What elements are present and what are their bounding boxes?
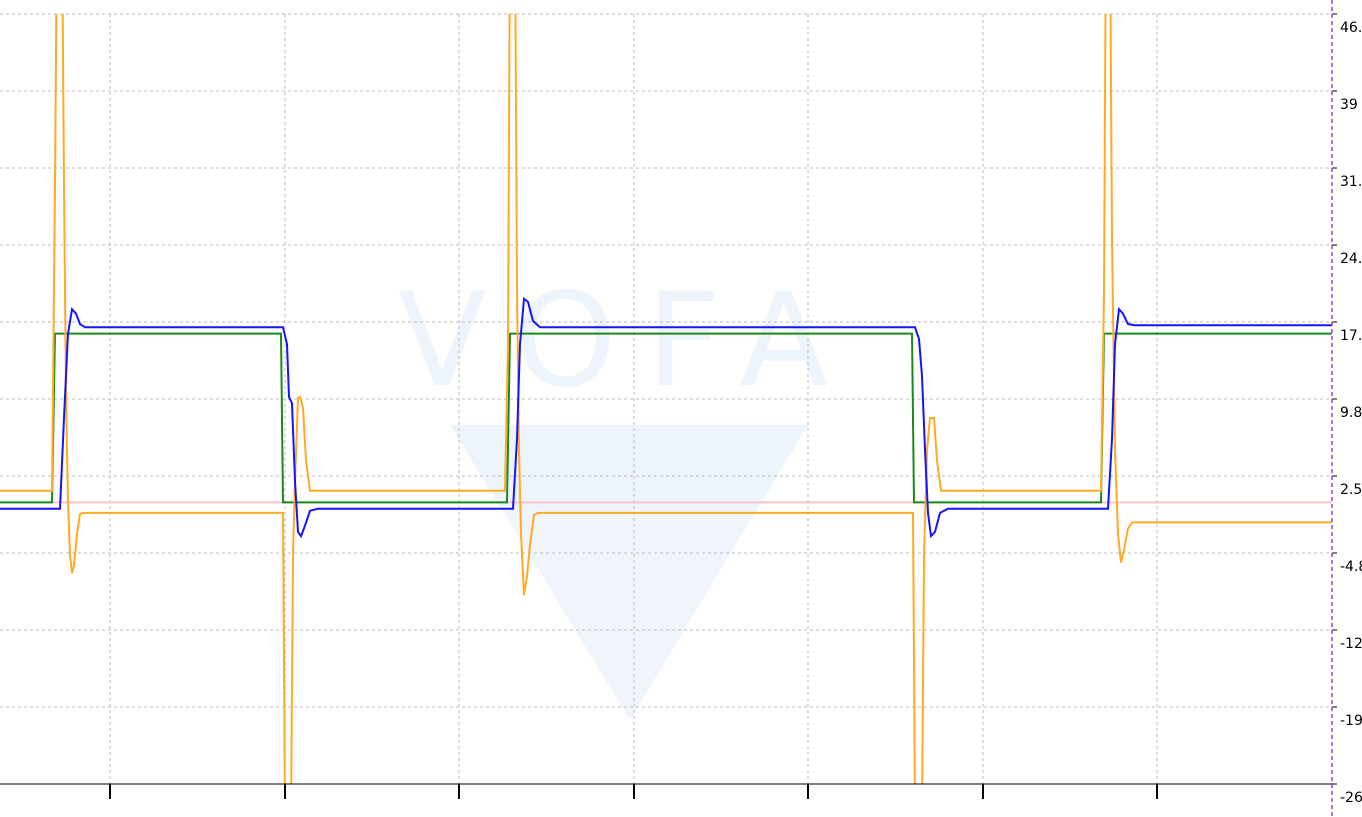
series-line (0, 296, 1332, 539)
y-tick-label: 24.4 (1340, 251, 1362, 267)
watermark-logo (450, 425, 808, 720)
watermark-text: VOFA (398, 264, 859, 416)
grid (0, 13, 1332, 785)
y-tick-label: -12.1 (1340, 636, 1362, 652)
y-tick-label: 46.3 (1340, 20, 1362, 36)
watermark: VOFA (398, 264, 859, 720)
series-line (0, 14, 1332, 784)
y-tick-label: 17.1 (1340, 328, 1362, 344)
y-tick-label: 2.5 (1340, 482, 1362, 498)
y-tick-label: 39 (1340, 97, 1358, 113)
plot-area (0, 14, 1332, 784)
y-tick-label: 9.8 (1340, 405, 1362, 421)
y-tick-label: -4.8 (1340, 559, 1362, 575)
y-tick-label: -26.7 (1340, 790, 1362, 806)
y-tick-label: -19.4 (1340, 713, 1362, 729)
y-tick-label: 31.7 (1340, 174, 1362, 190)
